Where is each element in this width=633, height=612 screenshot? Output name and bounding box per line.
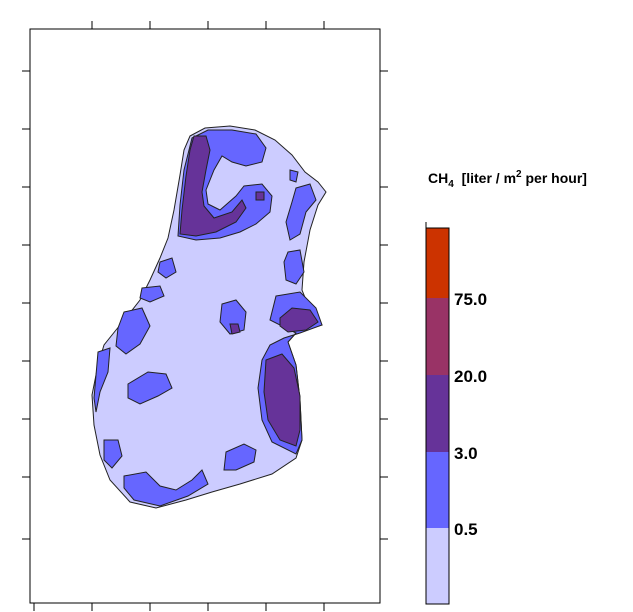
title-subscript: 4: [448, 179, 454, 190]
colorbar-border: [425, 227, 450, 605]
title-unit-part2: per hour]: [522, 170, 587, 186]
colorbar-band-high: [426, 228, 449, 298]
bottom-ticks: [33, 603, 325, 611]
left-ticks: [22, 70, 30, 540]
colorbar-band-mid-high: [426, 298, 449, 375]
top-ticks: [91, 21, 325, 29]
colorbar: [425, 222, 450, 605]
colorbar-label-3: 3.0: [454, 444, 478, 463]
colorbar-label-0-5: 0.5: [454, 520, 478, 539]
colorbar-label-75: 75.0: [454, 290, 487, 309]
map-frame: [29, 28, 381, 604]
colorbar-band-mid: [426, 375, 449, 452]
colorbar-band-low: [426, 528, 449, 604]
colorbar-band-mid-low: [426, 452, 449, 528]
colorbar-title: CH4 [liter / m2 per hour]: [428, 169, 587, 190]
colorbar-label-20: 20.0: [454, 367, 487, 386]
right-ticks: [380, 70, 388, 540]
title-ch: CH: [428, 170, 448, 186]
title-superscript: 2: [516, 169, 522, 180]
title-unit-part1: [liter / m: [454, 170, 516, 186]
mid-patches: [179, 135, 319, 447]
